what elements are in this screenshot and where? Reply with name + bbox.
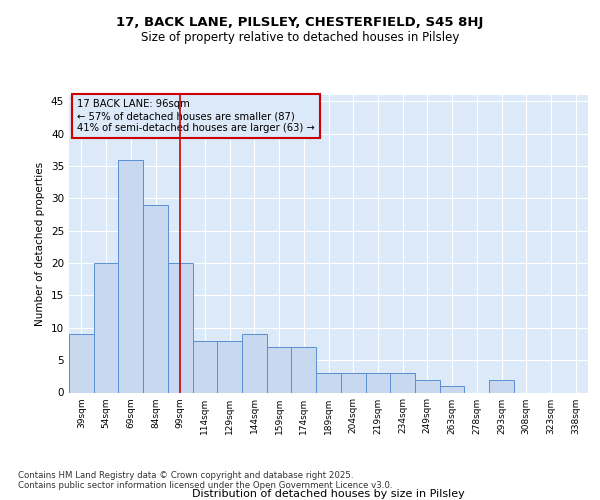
Bar [267,347,292,393]
Bar [217,341,242,392]
Bar [341,373,365,392]
Text: 17 BACK LANE: 96sqm
← 57% of detached houses are smaller (87)
41% of semi-detach: 17 BACK LANE: 96sqm ← 57% of detached ho… [77,100,314,132]
Bar [168,263,193,392]
Bar [365,373,390,392]
Text: Size of property relative to detached houses in Pilsley: Size of property relative to detached ho… [141,31,459,44]
Bar [415,380,440,392]
Bar [69,334,94,392]
Bar [292,347,316,393]
Bar [118,160,143,392]
Y-axis label: Number of detached properties: Number of detached properties [35,162,46,326]
X-axis label: Distribution of detached houses by size in Pilsley: Distribution of detached houses by size … [192,490,465,500]
Bar [440,386,464,392]
Bar [489,380,514,392]
Bar [193,341,217,392]
Text: 17, BACK LANE, PILSLEY, CHESTERFIELD, S45 8HJ: 17, BACK LANE, PILSLEY, CHESTERFIELD, S4… [116,16,484,29]
Bar [316,373,341,392]
Bar [242,334,267,392]
Text: Contains HM Land Registry data © Crown copyright and database right 2025.
Contai: Contains HM Land Registry data © Crown c… [18,470,392,490]
Bar [94,263,118,392]
Bar [143,205,168,392]
Bar [390,373,415,392]
